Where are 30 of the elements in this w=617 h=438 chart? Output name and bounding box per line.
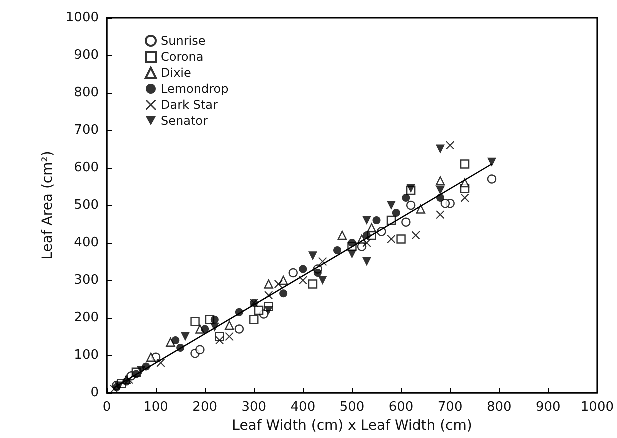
- y-tick-label: 600: [74, 160, 99, 176]
- x-tick-label: 1000: [580, 400, 614, 415]
- x-tick-label: 600: [388, 400, 414, 415]
- legend-label: Sunrise: [161, 34, 206, 48]
- y-tick-label: 400: [74, 236, 99, 250]
- x-tick-label: 800: [486, 400, 512, 415]
- x-axis-title: Leaf Width (cm) x Leaf Width (cm): [232, 418, 472, 434]
- y-tick-label: 500: [74, 198, 99, 213]
- y-tick-label: 200: [74, 310, 99, 326]
- x-tick-label: 400: [290, 400, 316, 415]
- x-tick-label: 700: [438, 400, 463, 415]
- x-tick-label: 300: [242, 400, 267, 415]
- legend-label: Lemondrop: [161, 82, 229, 96]
- y-tick-label: 300: [74, 273, 99, 288]
- legend-label: Dixie: [161, 66, 192, 80]
- x-tick-label: 100: [144, 400, 168, 415]
- y-axis-title: Leaf Area (cm²): [40, 151, 56, 260]
- x-tick-label: 0: [102, 400, 112, 415]
- legend-label: Corona: [161, 50, 204, 64]
- y-tick-label: 900: [74, 48, 99, 63]
- y-tick-label: 700: [74, 123, 99, 138]
- x-tick-label: 500: [340, 400, 365, 415]
- y-tick-label: 800: [74, 86, 99, 100]
- y-tick-label: 0: [90, 386, 99, 400]
- y-tick-label: 1000: [66, 10, 99, 26]
- legend-label: Senator: [161, 114, 208, 128]
- x-tick-label: 200: [192, 400, 218, 415]
- legend-label: Dark Star: [161, 98, 218, 112]
- y-tick-label: 100: [74, 348, 99, 363]
- x-tick-label: 900: [536, 400, 561, 415]
